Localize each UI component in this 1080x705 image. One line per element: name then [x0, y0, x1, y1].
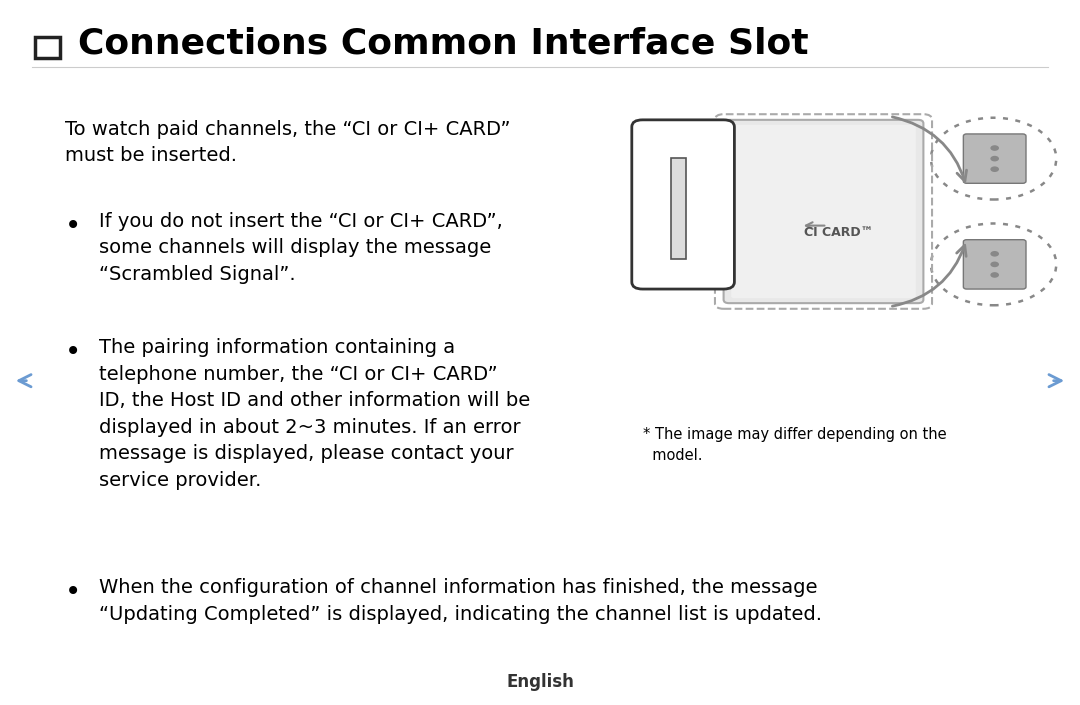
Circle shape [990, 145, 999, 151]
FancyArrowPatch shape [892, 245, 967, 306]
Text: CI CARD™: CI CARD™ [804, 226, 874, 239]
Text: •: • [65, 338, 81, 367]
Circle shape [990, 262, 999, 267]
Text: To watch paid channels, the “CI or CI+ CARD”
must be inserted.: To watch paid channels, the “CI or CI+ C… [65, 120, 511, 166]
Circle shape [990, 251, 999, 257]
FancyBboxPatch shape [632, 120, 734, 289]
Text: * The image may differ depending on the
  model.: * The image may differ depending on the … [643, 427, 946, 462]
Circle shape [990, 272, 999, 278]
Text: •: • [65, 212, 81, 240]
FancyBboxPatch shape [724, 120, 923, 303]
Text: English: English [507, 673, 573, 691]
Text: If you do not insert the “CI or CI+ CARD”,
some channels will display the messag: If you do not insert the “CI or CI+ CARD… [99, 212, 503, 283]
Text: Connections Common Interface Slot: Connections Common Interface Slot [78, 27, 809, 61]
Bar [671, 158, 686, 259]
Text: The pairing information containing a
telephone number, the “CI or CI+ CARD”
ID, : The pairing information containing a tel… [99, 338, 530, 490]
FancyArrowPatch shape [1049, 374, 1062, 387]
FancyBboxPatch shape [731, 125, 916, 298]
FancyArrowPatch shape [892, 117, 967, 181]
Text: When the configuration of channel information has finished, the message
“Updatin: When the configuration of channel inform… [99, 578, 822, 624]
Text: COMMON INTERFACE: COMMON INTERFACE [692, 176, 698, 233]
Circle shape [990, 156, 999, 161]
FancyBboxPatch shape [963, 134, 1026, 183]
Circle shape [990, 166, 999, 172]
FancyArrowPatch shape [18, 374, 31, 387]
Text: •: • [65, 578, 81, 606]
FancyBboxPatch shape [35, 37, 60, 58]
FancyBboxPatch shape [963, 240, 1026, 289]
